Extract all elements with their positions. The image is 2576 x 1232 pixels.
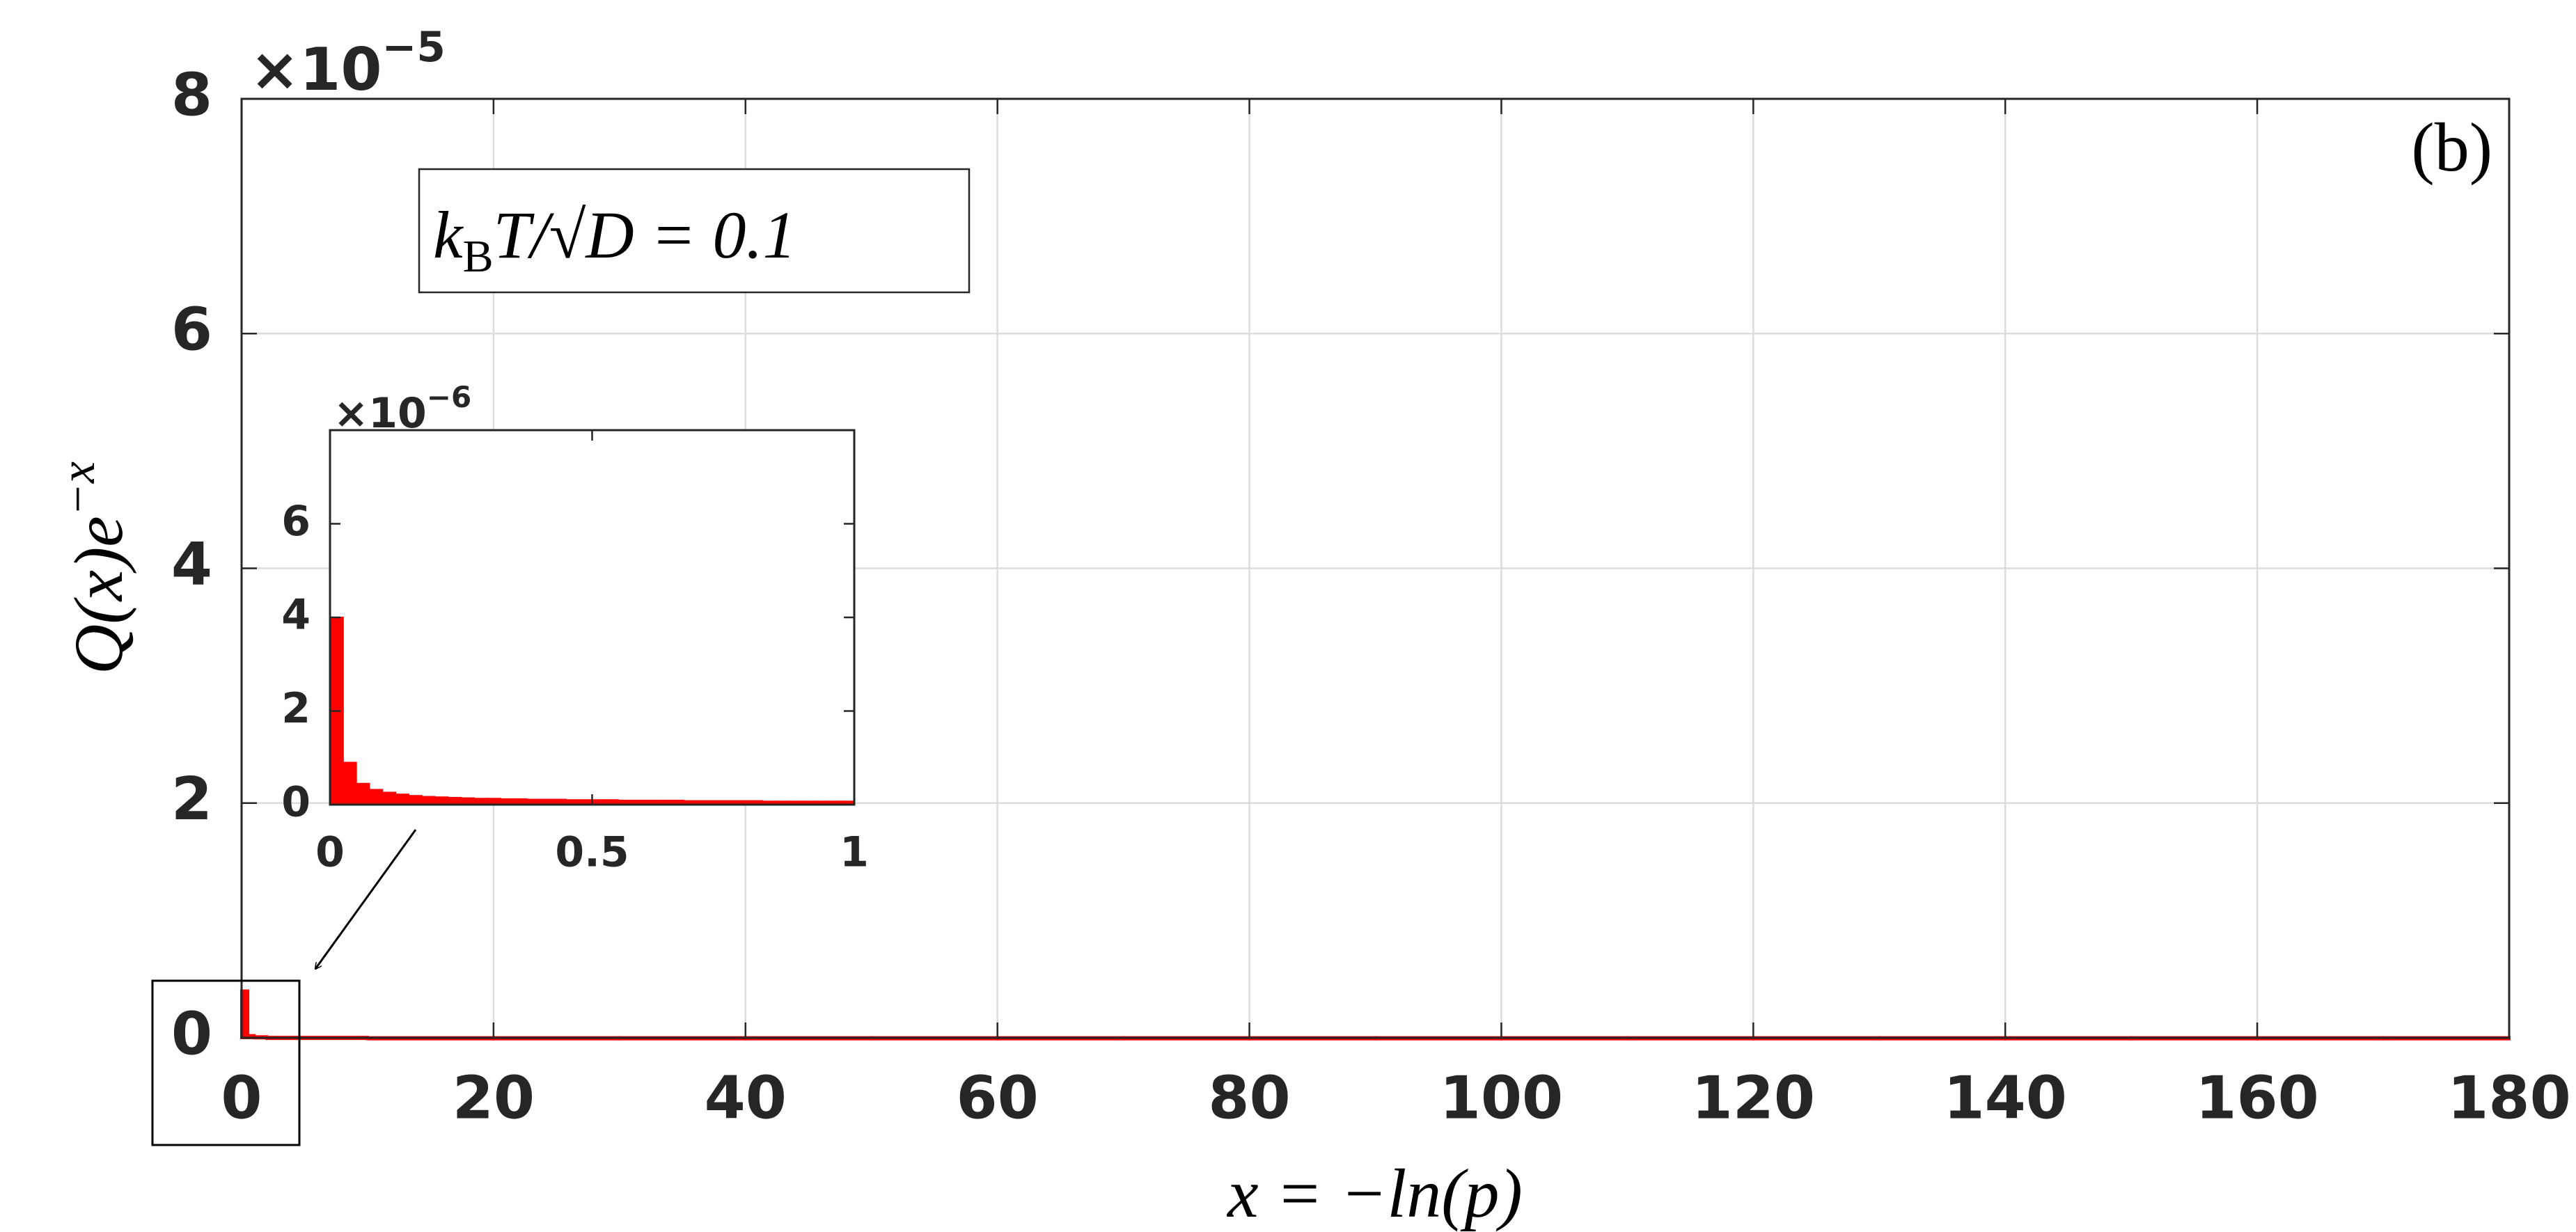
axes-box	[240, 97, 2511, 1039]
y-tick-label: 2	[171, 765, 212, 834]
bar	[395, 793, 409, 805]
y-label-base: Q(x)e	[60, 516, 137, 674]
x-tick-label: 0.5	[555, 828, 629, 877]
bar	[434, 796, 449, 805]
x-tick-label: 140	[1944, 1064, 2067, 1132]
y-tick-label: 6	[281, 497, 311, 546]
bar	[407, 795, 423, 806]
x-tick-label: 100	[1440, 1064, 1563, 1132]
axes-box	[329, 429, 856, 806]
x-tick-label: 20	[453, 1064, 535, 1132]
y-axis-label: Q(x)e−x	[52, 461, 137, 674]
x-tick-label: 40	[705, 1064, 787, 1132]
axis-exponent: ×10−5	[250, 24, 446, 104]
exponent-base: ×10	[333, 389, 427, 438]
y-label-power: −x	[52, 461, 105, 516]
x-tick-label: 60	[957, 1064, 1039, 1132]
axis-exponent: ×10−6	[333, 380, 471, 438]
inset-plot: 0 0.5 1 0 2 4 6 ×10−6	[281, 380, 869, 877]
bar	[447, 796, 462, 805]
y-tick-label: 6	[171, 296, 212, 365]
y-tick-label: 0	[171, 1000, 212, 1068]
bar	[382, 791, 397, 806]
exponent-base: ×10	[250, 35, 382, 104]
x-tick-label: 160	[2195, 1064, 2318, 1132]
bar	[368, 789, 384, 805]
panel-label: (b)	[2411, 109, 2492, 186]
annotation-part: k	[433, 198, 464, 272]
zoom-box	[151, 979, 301, 1146]
bar	[355, 782, 370, 806]
x-tick-label: 180	[2447, 1064, 2570, 1132]
annotation-part: B	[463, 231, 494, 282]
y-tick-label: 8	[171, 61, 212, 129]
x-axis-label: x = −ln(p)	[1226, 1155, 1523, 1232]
y-tick-label: 4	[171, 530, 212, 599]
x-tick-label: 0	[221, 1064, 262, 1132]
y-tick-label: 0	[281, 778, 311, 827]
zoom-arrow	[315, 829, 417, 969]
exponent-power: −6	[427, 380, 471, 414]
annotation-box	[418, 168, 971, 294]
annotation-part: T/√D = 0.1	[494, 198, 796, 272]
y-tick-label: 4	[281, 591, 311, 640]
annotation: kBT/√D = 0.1	[433, 198, 796, 282]
bar	[342, 761, 357, 805]
x-tick-label: 80	[1208, 1064, 1290, 1132]
exponent-power: −5	[382, 24, 446, 72]
x-tick-label: 120	[1692, 1064, 1815, 1132]
x-tick-label: 0	[315, 828, 345, 877]
plot-background	[330, 430, 854, 805]
y-tick-label: 2	[281, 684, 311, 733]
x-tick-label: 1	[840, 828, 869, 877]
bar	[421, 796, 436, 806]
